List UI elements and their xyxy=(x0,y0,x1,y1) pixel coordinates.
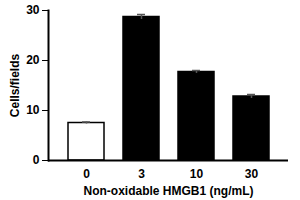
svg-text:0: 0 xyxy=(33,153,40,167)
svg-text:10: 10 xyxy=(26,103,40,117)
svg-text:30: 30 xyxy=(245,167,259,181)
svg-text:20: 20 xyxy=(26,53,40,67)
svg-text:Non-oxidable HMGB1 (ng/mL): Non-oxidable HMGB1 (ng/mL) xyxy=(84,184,254,198)
svg-text:0: 0 xyxy=(83,167,90,181)
svg-text:30: 30 xyxy=(26,3,40,17)
svg-text:3: 3 xyxy=(138,167,145,181)
svg-text:10: 10 xyxy=(190,167,204,181)
svg-text:Cells/fields: Cells/fields xyxy=(8,53,22,117)
